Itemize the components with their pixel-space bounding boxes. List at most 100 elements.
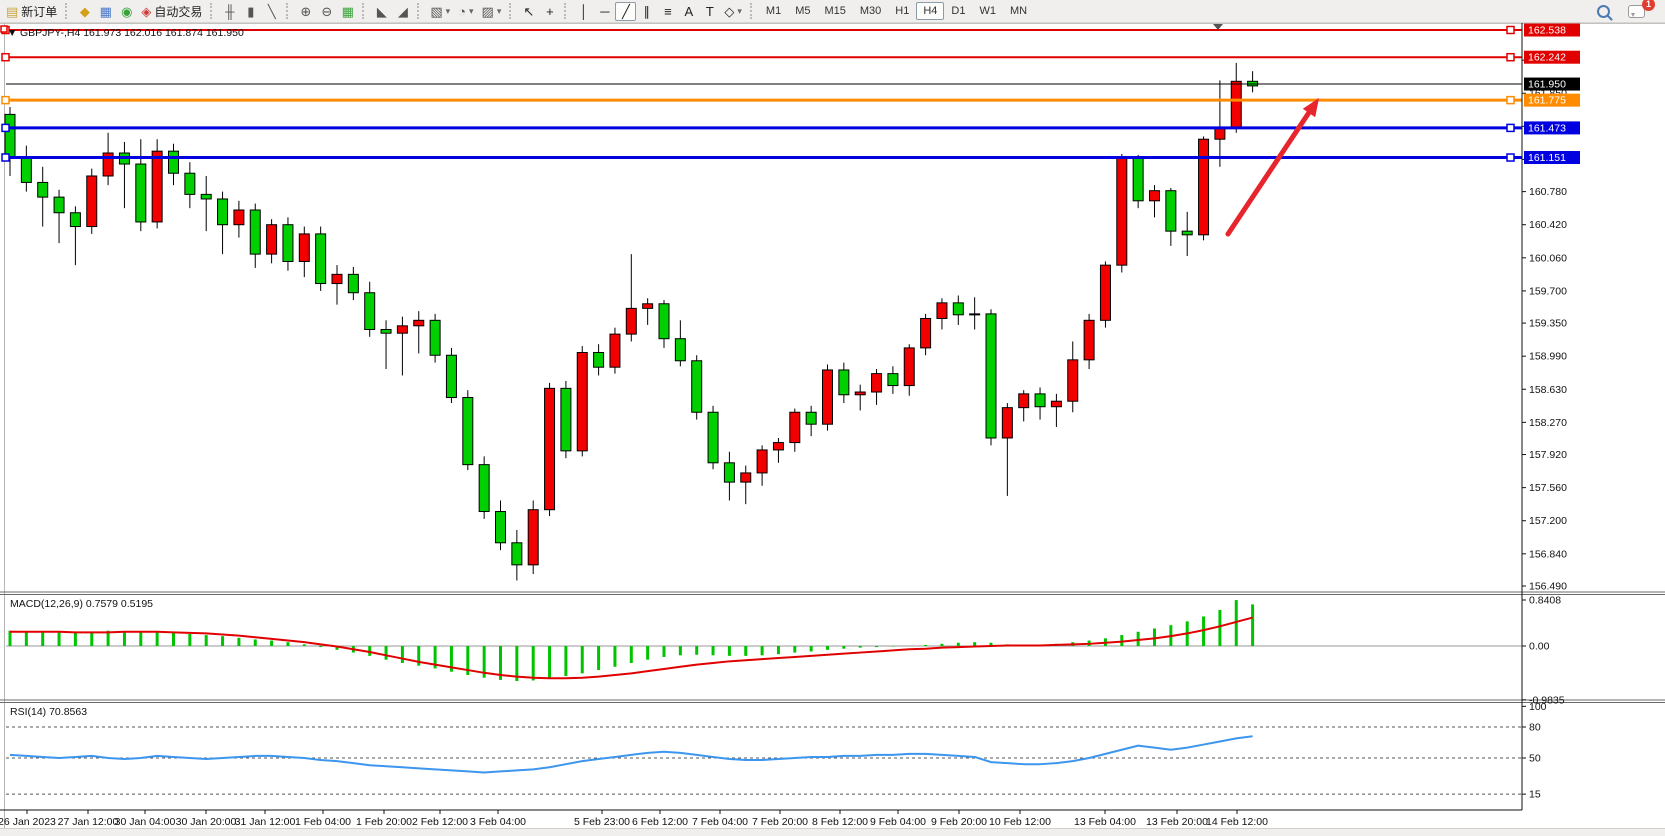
vertical-line-button[interactable]: │ (573, 2, 594, 21)
new-order-icon: ▤ (6, 3, 19, 19)
text-icon: A (684, 3, 694, 19)
fibonacci-button[interactable]: ≡ (657, 2, 678, 21)
candle-body (609, 333, 621, 368)
search-ic (1597, 4, 1610, 18)
autotrade-button[interactable]: ◈ 自动交易 (137, 2, 206, 21)
candle-body (217, 198, 229, 226)
shapes-icon: ◇ (724, 3, 735, 19)
price-axis[interactable]: 162.210161.850161.490161.130160.780160.4… (1521, 23, 1580, 810)
candle-body (331, 273, 343, 285)
auto-arrange-button[interactable]: ◣ (371, 2, 392, 21)
candle-body (20, 156, 32, 183)
time-tick-label: 14 Feb 12:00 (1206, 816, 1268, 828)
trendline-icon: ╱ (621, 3, 630, 19)
crosshair-icon: + (546, 3, 554, 19)
candle-body (364, 292, 376, 331)
line-handle[interactable] (1, 123, 10, 133)
crosshair-button[interactable]: + (539, 2, 560, 21)
line-handle[interactable] (1, 52, 10, 62)
timeframe-m5-button[interactable]: M5 (795, 5, 811, 17)
candle-body (691, 360, 703, 413)
toolbar-separator (286, 3, 291, 19)
price-tick-label: 159.700 (1529, 285, 1567, 297)
notifications-button[interactable]: 1 (1624, 0, 1655, 21)
line-handle[interactable] (1506, 25, 1515, 35)
candle-body (86, 175, 98, 228)
trend-arrow-head[interactable] (1302, 98, 1319, 118)
timeframe-m30-button[interactable]: M30 (859, 5, 882, 17)
chevron-down-icon: ▾ (496, 5, 502, 16)
candle-body (1116, 157, 1128, 266)
cursor-button[interactable]: ↖ (518, 2, 539, 21)
templates-button[interactable]: ▨ ▾ (478, 2, 506, 21)
market-watch-button[interactable]: ◆ (74, 2, 95, 21)
line-handle[interactable] (1506, 153, 1515, 162)
line-handle[interactable] (1506, 52, 1515, 62)
candle-body (789, 411, 801, 444)
channel-button[interactable]: ∥ (636, 2, 657, 21)
candle-body (527, 509, 539, 566)
timeframe-w1-button[interactable]: W1 (979, 5, 996, 17)
autotrade-icon: ◈ (141, 3, 152, 19)
text-button[interactable]: A (678, 2, 699, 21)
price-flag-label: 161.473 (1528, 122, 1566, 134)
trend-arrow-shaft[interactable] (1225, 108, 1313, 237)
candlestick-icon: ▮ (247, 3, 255, 19)
periodicity-button[interactable]: ◔ ▾ (454, 2, 477, 21)
chart-shift-button[interactable]: ◢ (392, 2, 413, 21)
candle-body (233, 209, 245, 226)
price-tick-label: 157.200 (1529, 515, 1567, 527)
new-order-button[interactable]: ▤ 新订单 (2, 2, 61, 21)
line-handle[interactable] (1506, 95, 1515, 105)
time-tick-label: 31 Jan 12:00 (235, 816, 296, 828)
time-tick-label: 7 Feb 20:00 (752, 816, 808, 828)
timeframe-m1-button[interactable]: M1 (765, 5, 782, 17)
timeframe-mn-button[interactable]: MN (1009, 5, 1028, 17)
horizontal-lines[interactable] (1, 25, 1522, 162)
candle-body (1149, 190, 1160, 202)
price-tick-label: 156.840 (1529, 548, 1567, 560)
zoom-out-button[interactable]: ⊖ (316, 2, 337, 21)
price-tick-label: 160.780 (1529, 186, 1567, 198)
line-handle[interactable] (1, 95, 10, 105)
tile-windows-button[interactable]: ▦ (337, 2, 358, 21)
arrows-button[interactable]: ◇ ▾ (720, 2, 746, 21)
line-handle[interactable] (1506, 123, 1515, 133)
text-label-button[interactable]: T (699, 2, 720, 21)
timeframe-h4-button[interactable]: H4 (916, 2, 945, 20)
new-chart-button[interactable]: ▧ ▾ (426, 2, 454, 21)
price-tick-label: 157.920 (1529, 449, 1567, 461)
timeframe-d1-button[interactable]: D1 (951, 5, 966, 17)
candle-body (200, 193, 212, 200)
candle-body (936, 302, 948, 319)
timeframe-m15-button[interactable]: M15 (824, 5, 846, 17)
line-handle[interactable] (0, 25, 8, 33)
zoom-in-button[interactable]: ⊕ (295, 2, 316, 21)
candle-body (887, 373, 899, 387)
bar-chart-button[interactable]: ╫ (219, 2, 240, 21)
candle-body (413, 319, 425, 327)
auto-arrange-icon: ◣ (376, 3, 387, 19)
candle-body (347, 273, 359, 294)
search-button[interactable] (1593, 2, 1614, 21)
chart-svg[interactable]: MACD(12,26,9) 0.7579 0.5195 RSI(14) 70.85… (0, 23, 1665, 836)
timeframe-h1-button[interactable]: H1 (895, 5, 910, 17)
time-tick-label: 1 Feb 20:00 (356, 816, 412, 828)
price-flag-161.775 (1524, 93, 1580, 107)
trendline-button[interactable]: ╱ (615, 1, 637, 21)
chart-area[interactable]: MACD(12,26,9) 0.7579 0.5195 RSI(14) 70.85… (0, 23, 1665, 836)
line-handle[interactable] (1, 153, 10, 162)
one-click-trading-toggle[interactable]: ▼ (7, 27, 17, 39)
candle-body (1083, 319, 1095, 361)
trend-arrow[interactable] (1225, 98, 1319, 237)
candlestick-chart-button[interactable]: ▮ (240, 2, 261, 21)
horizontal-line-button[interactable]: ─ (594, 2, 615, 21)
chart-shift-marker[interactable] (1213, 24, 1223, 30)
data-window-button[interactable]: ▦ (95, 2, 116, 21)
signals-button[interactable]: ◉ (116, 2, 137, 21)
time-tick-label: 30 Jan 20:00 (176, 816, 237, 828)
time-tick-label: 9 Feb 04:00 (870, 816, 926, 828)
line-chart-button[interactable]: ╲ (261, 2, 282, 21)
